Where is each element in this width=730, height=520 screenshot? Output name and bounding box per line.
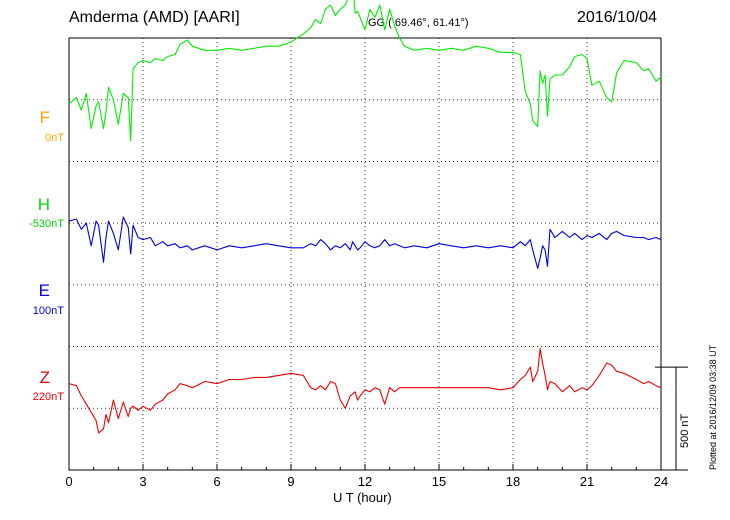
x-tick-label: 9 (287, 474, 294, 489)
x-tick-label: 21 (580, 474, 594, 489)
label-h: H (37, 195, 50, 214)
x-tick-label: 3 (139, 474, 146, 489)
baseline-f: 0nT (45, 132, 64, 144)
series-line-e (68, 216, 662, 269)
label-z: Z (39, 368, 50, 387)
series-group (68, 0, 662, 434)
x-axis-title: U T (hour) (333, 490, 392, 505)
x-axis-ticks: 0 3 6 9 12 15 18 21 24 (65, 464, 668, 489)
label-f: F (39, 108, 50, 127)
x-tick-label: 12 (358, 474, 372, 489)
x-tick-label: 6 (213, 474, 220, 489)
label-e: E (38, 281, 50, 300)
x-tick-label: 18 (506, 474, 520, 489)
x-tick-label: 0 (65, 474, 72, 489)
series-line-z (68, 348, 662, 434)
baseline-z: 220nT (32, 391, 64, 403)
grid-lines (69, 38, 661, 470)
baseline-h: -530nT (29, 218, 64, 230)
x-tick-label: 15 (432, 474, 446, 489)
baseline-e: 100nT (32, 305, 64, 317)
station-title: Amderma (AMD) [AARI] (69, 9, 240, 26)
series-line-h (68, 0, 662, 142)
date-label: 2016/10/04 (577, 9, 658, 26)
scale-bar (655, 366, 688, 471)
x-tick-label: 24 (654, 474, 668, 489)
